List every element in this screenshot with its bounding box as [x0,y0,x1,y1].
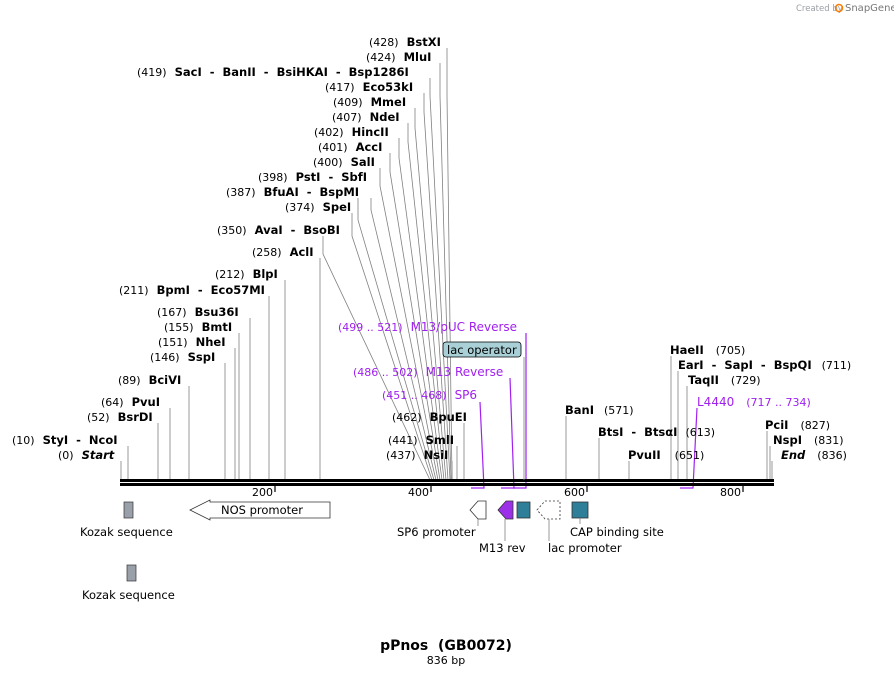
site-bani[interactable]: BanI (571) [565,403,634,417]
ruler-label-800: 800 [720,486,741,499]
snapgene-credit: Created by SnapGene [796,3,894,14]
site-bstxi[interactable]: (428) BstXI [369,35,441,49]
site-bsu36i[interactable]: (167) Bsu36I [157,305,239,319]
site-ndei[interactable]: (407) NdeI [332,110,400,124]
nos-promoter-arrow[interactable] [189,499,331,521]
lac-operator-box [442,341,522,358]
primer-m13rev-mark [501,377,515,489]
site-styi-ncoi[interactable]: (10) StyI - NcoI [12,433,118,447]
site-bcivi[interactable]: (89) BciVI [118,373,181,387]
leader-spei [351,213,433,481]
primer-sp6-mark [471,401,485,489]
site-sali[interactable]: (400) SalI [313,155,375,169]
backbone [120,479,774,486]
leader-ndei [407,123,445,481]
site-start: (0) Start [58,448,115,462]
site-bmti[interactable]: (155) BmtI [164,320,232,334]
site-psti-sbfi[interactable]: (398) PstI - SbfI [258,170,367,184]
lac-operator-label: lac operator [447,343,517,357]
site-pvui[interactable]: (64) PvuI [101,395,160,409]
site-leader-lines [120,48,773,481]
primers: (499 .. 521) M13/pUC Reverse (486 .. 502)… [338,320,811,409]
leader-sali [379,168,439,481]
site-saci-group[interactable]: (419) SacI - BanII - BsiHKAI - Bsp1286I [137,65,409,79]
lac-operator-site-box[interactable] [516,501,531,519]
ruler-label-200: 200 [252,486,273,499]
sp6-promoter-arrow[interactable] [469,500,487,520]
lac-promoter-arrow[interactable] [536,500,561,520]
kozak-sequence-1-label: Kozak sequence [80,525,173,539]
site-nhei[interactable]: (151) NheI [158,335,225,349]
site-mlui[interactable]: (424) MluI [366,50,431,64]
ruler: 200 400 600 800 [252,486,744,499]
leader-mmei [414,108,447,481]
cap-binding-site-label: CAP binding site [570,525,664,539]
leader-psti [370,198,437,481]
site-spei[interactable]: (374) SpeI [285,200,351,214]
site-acci[interactable]: (401) AccI [318,140,382,154]
site-acli[interactable]: (258) AclI [252,245,314,259]
leader-avai [322,236,431,481]
site-nspi[interactable]: NspI (831) [773,433,844,447]
site-hincii[interactable]: (402) HincII [314,125,389,139]
site-haeii[interactable]: HaeII (705) [670,343,745,357]
ruler-label-400: 400 [408,486,429,499]
site-eari-group[interactable]: EarI - SapI - BspQI (711) [678,358,851,372]
leader-bfuai [357,198,435,481]
leader-eco53ki [423,93,449,481]
primer-m13puc-reverse[interactable]: (499 .. 521) M13/pUC Reverse [338,320,517,334]
created-by-text: Created by [796,4,843,14]
site-bpmi-eco57mi[interactable]: (211) BpmI - Eco57MI [119,283,265,297]
site-blpi[interactable]: (212) BlpI [215,267,278,281]
site-pcii[interactable]: PciI (827) [765,418,830,432]
primer-sp6[interactable]: (451 .. 468) SP6 [382,388,477,402]
primer-m13-reverse[interactable]: (486 .. 502) M13 Reverse [353,365,503,379]
primer-m13puc-mark [513,333,527,489]
m13-rev-arrow[interactable] [497,500,514,520]
backbone-bottom-strand [120,483,774,486]
cap-binding-site-box[interactable] [571,501,589,519]
features: Kozak sequence Kozak sequence NOS promot… [80,499,664,602]
site-smli[interactable]: (441) SmlI [388,433,454,447]
leader-acci [389,153,441,481]
primer-l4440[interactable]: L4440 (717 .. 734) [697,395,811,409]
kozak-sequence-2-box[interactable] [126,564,137,582]
site-pvuii[interactable]: PvuII (651) [628,448,704,462]
primer-l4440-mark [680,407,698,489]
site-eco53ki[interactable]: (417) Eco53kI [325,80,413,94]
snapgene-brand-text: SnapGene [845,3,894,14]
plasmid-length: 836 bp [427,654,465,667]
map-title: pPnos (GB0072) 836 bp [380,638,512,667]
leader-hincii [398,138,443,481]
site-btsi[interactable]: BtsI - BtsαI (613) [598,425,715,439]
site-sspi[interactable]: (146) SspI [150,350,215,364]
plasmid-name: pPnos (GB0072) [380,638,512,654]
lac-promoter-label: lac promoter [548,541,622,555]
primer-marks [471,333,698,489]
nos-promoter-label: NOS promoter [221,503,303,517]
site-bfuai-bspmi[interactable]: (387) BfuAI - BspMI [226,185,359,199]
backbone-top-strand [120,479,774,482]
ruler-label-600: 600 [564,486,585,499]
kozak-sequence-2-label: Kozak sequence [82,588,175,602]
site-end: End (836) [781,448,847,462]
site-nsii[interactable]: (437) NsiI [386,448,448,462]
restriction-sites: (428) BstXI (424) MluI (419) SacI - BanII -… [12,35,851,462]
site-bpuei[interactable]: (462) BpuEI [392,410,467,424]
lac-operator-feature[interactable]: lac operator [442,341,525,480]
site-mmei[interactable]: (409) MmeI [333,95,406,109]
kozak-sequence-1-box[interactable] [123,501,134,519]
site-bsrdi[interactable]: (52) BsrDI [87,410,153,424]
m13-rev-label: M13 rev [479,541,526,555]
snapgene-logo-icon [834,3,844,13]
site-avai-bsobi[interactable]: (350) AvaI - BsoBI [217,223,340,237]
sp6-promoter-label: SP6 promoter [397,525,476,539]
site-taqii[interactable]: TaqII (729) [688,373,761,387]
